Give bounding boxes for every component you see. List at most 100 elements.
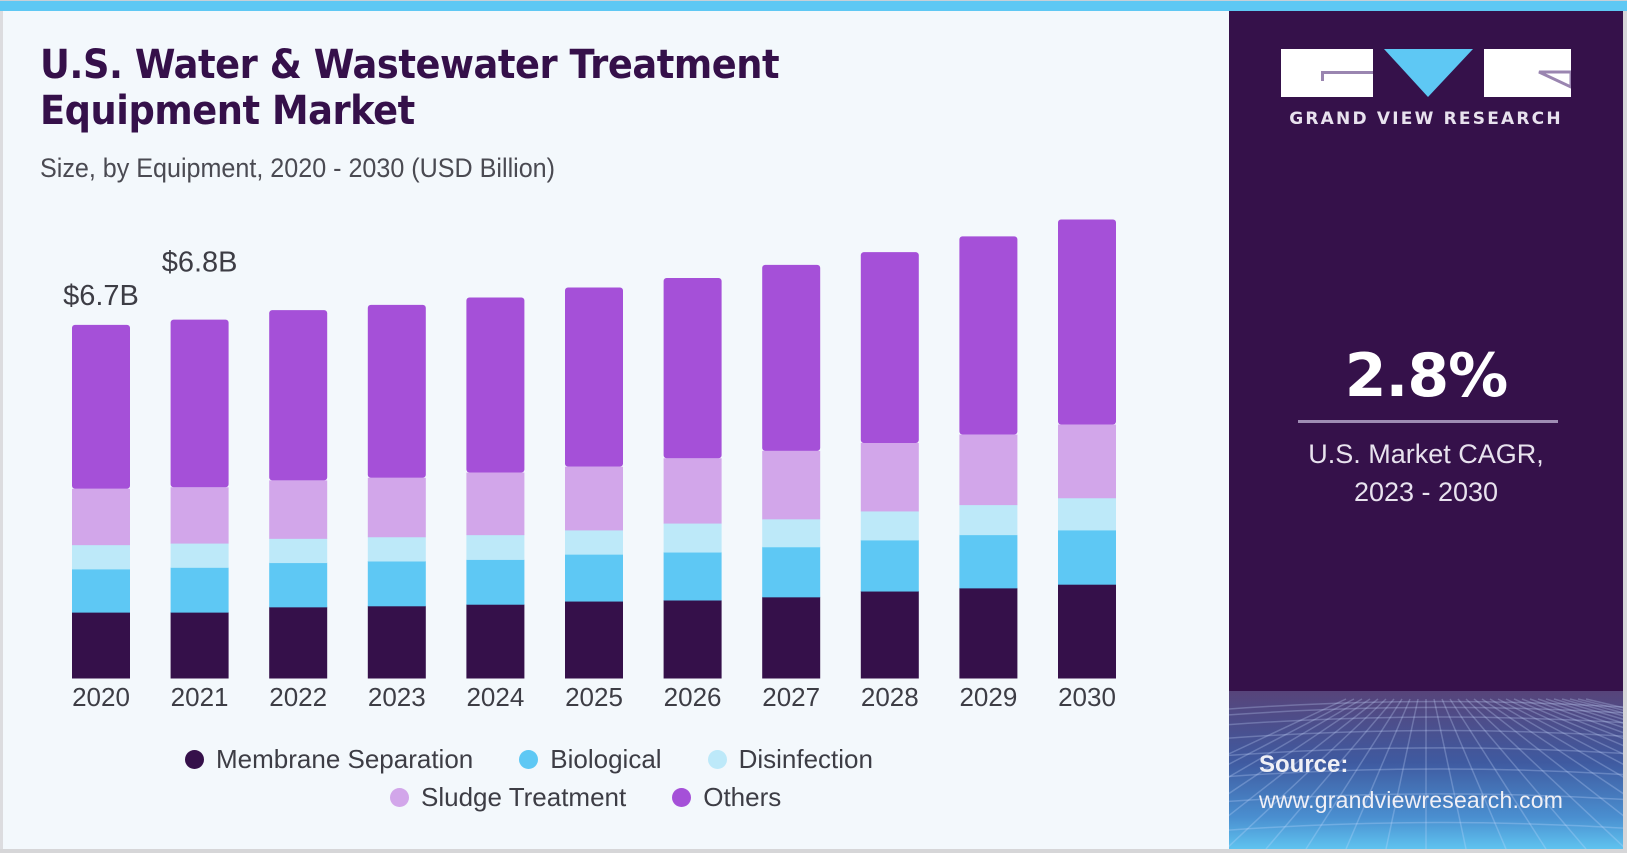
x-tick-label-2027: 2027	[762, 682, 820, 712]
x-tick-label-2021: 2021	[171, 682, 229, 712]
bar-segment-disinfection-2023	[367, 536, 426, 562]
bar-segment-membrane-separation-2024	[466, 604, 525, 679]
bar-segment-others-2026	[663, 278, 722, 459]
bar-segment-biological-2021	[170, 567, 229, 613]
bar-segment-others-2024	[466, 297, 525, 473]
legend-label: Biological	[550, 743, 662, 774]
bar-segment-sludge-treatment-2024	[466, 472, 525, 536]
bar-segment-biological-2024	[466, 559, 525, 605]
legend-dot-icon	[519, 749, 539, 769]
data-label-2020: $6.7B	[63, 280, 139, 312]
legend-item-sludge-treatment: Sludge Treatment	[390, 782, 626, 812]
x-tick-label-2022: 2022	[269, 682, 327, 712]
bar-segment-biological-2026	[663, 552, 722, 601]
bar-2020	[72, 324, 130, 679]
bar-segment-biological-2030	[1058, 529, 1116, 585]
bar-segment-membrane-separation-2020	[72, 612, 130, 679]
chart-title-line1: U.S. Water & Wastewater Treatment	[40, 42, 780, 88]
bar-segment-disinfection-2030	[1058, 497, 1116, 531]
bar-segment-sludge-treatment-2020	[72, 488, 130, 546]
legend-label: Sludge Treatment	[421, 781, 627, 812]
bar-segment-biological-2023	[367, 561, 426, 607]
bar-segment-disinfection-2029	[959, 504, 1018, 536]
source-url[interactable]: www.grandviewresearch.com	[1259, 787, 1564, 813]
bar-2026	[663, 278, 722, 679]
bar-2029	[959, 236, 1018, 679]
bar-2025	[565, 287, 623, 679]
bar-segment-sludge-treatment-2029	[959, 434, 1018, 506]
x-tick-label-2024: 2024	[466, 682, 524, 712]
bar-segment-sludge-treatment-2028	[860, 442, 919, 512]
legend-label: Disinfection	[738, 743, 873, 774]
bar-segment-disinfection-2028	[860, 510, 919, 541]
bar-segment-biological-2020	[72, 568, 130, 613]
bars-layer	[72, 219, 1116, 679]
bar-segment-membrane-separation-2026	[663, 600, 722, 679]
bar-segment-disinfection-2022	[269, 538, 328, 564]
bar-2024	[466, 297, 525, 679]
x-tick-label-2020: 2020	[72, 682, 130, 712]
bar-segment-sludge-treatment-2025	[565, 466, 623, 531]
legend-label: Membrane Separation	[216, 743, 474, 774]
bar-segment-others-2022	[269, 310, 328, 481]
x-tick-label-2028: 2028	[861, 682, 919, 712]
bar-2028	[860, 252, 919, 679]
bar-segment-others-2025	[565, 287, 623, 467]
bar-segment-sludge-treatment-2030	[1058, 424, 1116, 499]
cagr-label-line1: U.S. Market CAGR,	[1308, 439, 1544, 469]
brand-name: GRAND VIEW RESEARCH	[1289, 109, 1563, 129]
legend-item-disinfection: Disinfection	[707, 743, 873, 774]
bar-2030	[1058, 219, 1116, 679]
bar-segment-membrane-separation-2030	[1058, 584, 1116, 679]
bar-segment-membrane-separation-2023	[367, 605, 426, 679]
data-label-2021: $6.8B	[162, 247, 238, 279]
bar-segment-sludge-treatment-2026	[663, 458, 722, 524]
bar-2021	[170, 319, 229, 679]
gvr-logo-icon	[1281, 49, 1571, 97]
stacked-bar-chart: 2020 2021 2022 2023 2024 2025 2026 2027 2028 2029…	[63, 219, 1116, 712]
bar-segment-others-2028	[860, 252, 919, 443]
bar-2022	[269, 310, 328, 679]
chart-title-line2: Equipment Market	[40, 88, 415, 134]
decorative-grid-background	[1229, 691, 1623, 849]
bar-segment-disinfection-2020	[72, 544, 130, 570]
legend-row-1: Membrane Separation Biological Disinfect…	[185, 744, 985, 774]
bar-segment-biological-2025	[565, 554, 623, 602]
bar-segment-others-2020	[72, 324, 130, 489]
bar-2027	[762, 264, 821, 679]
cagr-label-line2: 2023 - 2030	[1353, 477, 1499, 507]
bar-segment-membrane-separation-2025	[565, 601, 623, 679]
labels-layer: 2020 2021 2022 2023 2024 2025 2026 2027 2028 2029…	[63, 247, 1116, 712]
legend-dot-icon	[185, 749, 204, 769]
legend-dot-icon	[707, 749, 727, 769]
bar-segment-membrane-separation-2027	[762, 596, 821, 679]
legend-item-others: Others	[672, 782, 781, 812]
chart-title: U.S. Water & Wastewater Treatment Equipm…	[40, 42, 960, 134]
bar-segment-disinfection-2025	[565, 529, 623, 555]
side-panel: GRAND VIEW RESEARCH 2.8% U.S. Market CAG…	[1229, 11, 1623, 849]
x-tick-label-2026: 2026	[664, 682, 722, 712]
legend-dot-icon	[672, 787, 692, 807]
bar-segment-disinfection-2021	[170, 543, 229, 568]
bar-segment-others-2021	[170, 319, 229, 488]
accent-top-bar	[0, 0, 1627, 11]
legend-dot-icon	[390, 787, 409, 807]
x-tick-label-2023: 2023	[368, 682, 426, 712]
bar-segment-sludge-treatment-2022	[269, 480, 328, 539]
bar-segment-sludge-treatment-2021	[170, 487, 229, 544]
bar-segment-others-2027	[762, 264, 821, 451]
grid-pattern-icon	[1229, 698, 1623, 849]
bar-segment-disinfection-2024	[466, 534, 525, 560]
chart-subtitle: Size, by Equipment, 2020 - 2030 (USD Bil…	[40, 153, 556, 183]
source-label: Source:	[1259, 751, 1349, 778]
bar-segment-disinfection-2026	[663, 523, 722, 553]
legend-label: Others	[703, 781, 782, 812]
bar-segment-membrane-separation-2022	[269, 606, 328, 679]
cagr-value: 2.8%	[1344, 341, 1508, 411]
x-tick-label-2029: 2029	[959, 682, 1017, 712]
bar-segment-membrane-separation-2021	[170, 612, 229, 679]
bar-segment-membrane-separation-2029	[959, 587, 1018, 679]
bar-segment-sludge-treatment-2027	[762, 450, 821, 520]
legend-item-membrane-separation: Membrane Separation	[185, 744, 473, 774]
bar-segment-biological-2029	[959, 534, 1018, 589]
